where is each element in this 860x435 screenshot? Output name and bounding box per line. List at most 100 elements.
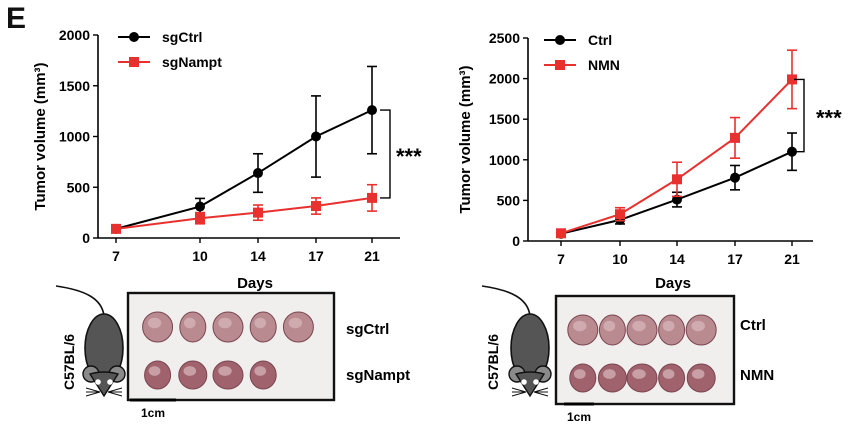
significance-bracket bbox=[380, 109, 391, 199]
tumor-highlight bbox=[632, 320, 646, 332]
mouse-eye bbox=[521, 379, 527, 385]
tumor-highlight bbox=[632, 369, 646, 379]
data-point-sgNampt bbox=[367, 192, 377, 203]
legend-label: NMN bbox=[588, 57, 620, 73]
x-axis-title: Days bbox=[237, 275, 273, 292]
y-tick-label: 0 bbox=[512, 233, 520, 249]
y-tick-label: 1000 bbox=[489, 152, 520, 168]
y-tick-label: 1500 bbox=[489, 111, 520, 127]
significance-bracket bbox=[794, 78, 805, 153]
x-tick-label: 21 bbox=[364, 248, 380, 264]
legend-label: sgCtrl bbox=[162, 29, 202, 45]
y-tick-label: 0 bbox=[82, 230, 90, 246]
data-point-sgCtrl bbox=[311, 131, 321, 142]
mouse-whisker bbox=[511, 391, 527, 397]
x-tick-label: 17 bbox=[727, 251, 743, 267]
tumor-highlight bbox=[662, 320, 675, 332]
data-point-sgNampt bbox=[195, 213, 205, 224]
x-tick-label: 17 bbox=[308, 248, 324, 264]
data-point-NMN bbox=[615, 209, 625, 220]
panel-letter: E bbox=[6, 2, 27, 35]
tumor-highlight bbox=[218, 317, 232, 329]
data-point-sgCtrl bbox=[367, 105, 377, 116]
data-point-sgCtrl bbox=[195, 201, 205, 212]
x-tick-label: 10 bbox=[192, 248, 208, 264]
tumor-highlight bbox=[148, 366, 161, 376]
legend-marker bbox=[129, 57, 139, 67]
y-axis-title: Tumor volume (mm³) bbox=[457, 65, 474, 213]
x-tick-label: 10 bbox=[612, 251, 628, 267]
photo-row-label: NMN bbox=[740, 367, 774, 384]
data-point-sgNampt bbox=[111, 223, 121, 234]
tumor-highlight bbox=[183, 317, 196, 329]
strain-label: C57BL/6 bbox=[61, 334, 77, 390]
tumor-highlight bbox=[573, 369, 586, 379]
x-axis-title: Days bbox=[655, 275, 691, 292]
scale-bar-label: 1cm bbox=[141, 406, 165, 420]
legend-marker bbox=[555, 60, 565, 70]
x-tick-label: 14 bbox=[250, 248, 266, 264]
y-tick-label: 2500 bbox=[489, 30, 520, 46]
mouse-icon bbox=[481, 285, 552, 398]
legend-label: sgNampt bbox=[162, 54, 222, 70]
y-tick-label: 2000 bbox=[489, 71, 520, 87]
y-tick-label: 1500 bbox=[59, 78, 90, 94]
x-tick-label: 21 bbox=[784, 251, 800, 267]
strain-label: C57BL/6 bbox=[485, 334, 501, 390]
data-point-sgNampt bbox=[311, 201, 321, 212]
tumor-highlight bbox=[603, 369, 616, 379]
tumor-highlight bbox=[254, 366, 267, 376]
mouse-whisker bbox=[533, 387, 549, 393]
data-point-NMN bbox=[556, 228, 566, 239]
significance-stars: *** bbox=[396, 144, 422, 169]
data-point-NMN bbox=[730, 132, 740, 143]
data-point-sgCtrl bbox=[253, 168, 263, 179]
series-line-sgCtrl bbox=[115, 109, 373, 230]
y-tick-label: 500 bbox=[497, 192, 521, 208]
mouse-head bbox=[514, 371, 546, 398]
x-tick-label: 14 bbox=[669, 251, 685, 267]
tumor-highlight bbox=[254, 317, 267, 329]
data-point-sgNampt bbox=[253, 207, 263, 218]
legend-label: Ctrl bbox=[588, 32, 612, 48]
tumor-highlight bbox=[691, 320, 705, 332]
tumor-highlight bbox=[573, 320, 587, 332]
mouse-whisker bbox=[533, 391, 549, 397]
data-point-NMN bbox=[672, 174, 682, 185]
chart-2: 0 500 1000 1500 2000 2500 7 10 14 17 21 Days Tumor v… bbox=[457, 30, 842, 424]
mouse-whisker bbox=[85, 387, 101, 393]
x-tick-label: 7 bbox=[557, 251, 565, 267]
mouse-icon bbox=[55, 285, 126, 398]
y-tick-label: 1000 bbox=[59, 129, 90, 145]
series-line-NMN bbox=[560, 78, 793, 235]
tumor-highlight bbox=[603, 320, 616, 332]
tumor-highlight bbox=[288, 317, 303, 329]
mouse-eye bbox=[107, 379, 113, 385]
mouse-whisker bbox=[107, 391, 123, 397]
tumor-highlight bbox=[662, 369, 675, 379]
mouse-whisker bbox=[85, 391, 101, 397]
y-axis-title: Tumor volume (mm³) bbox=[32, 62, 49, 210]
tumor-highlight bbox=[218, 366, 232, 376]
mouse-whisker bbox=[107, 387, 123, 393]
mouse-eye bbox=[95, 379, 101, 385]
mouse-tail bbox=[481, 285, 531, 317]
mouse-whisker bbox=[511, 387, 527, 393]
data-point-Ctrl bbox=[787, 146, 797, 157]
series-line-sgNampt bbox=[115, 196, 373, 230]
tumor-highlight bbox=[691, 369, 705, 379]
mouse-head bbox=[88, 371, 120, 398]
legend-marker bbox=[555, 35, 565, 45]
photo-row-label: sgNampt bbox=[346, 367, 410, 384]
scale-bar-label: 1cm bbox=[567, 410, 591, 424]
data-point-NMN bbox=[787, 74, 797, 85]
photo-row-label: Ctrl bbox=[740, 317, 766, 334]
significance-stars: *** bbox=[816, 106, 842, 131]
y-tick-label: 2000 bbox=[59, 27, 90, 43]
y-tick-label: 500 bbox=[67, 179, 91, 195]
mouse-eye bbox=[533, 379, 539, 385]
tumor-highlight bbox=[147, 317, 162, 329]
photo-row-label: sgCtrl bbox=[346, 321, 389, 338]
legend-marker bbox=[129, 32, 139, 42]
